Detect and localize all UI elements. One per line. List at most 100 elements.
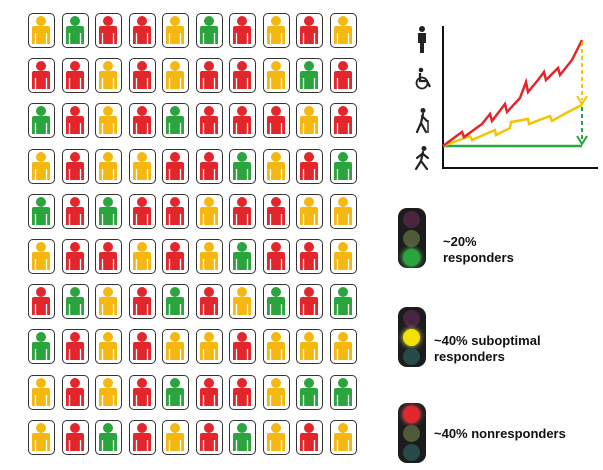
person-icon [266, 16, 285, 44]
person-tile [296, 374, 323, 410]
person-icon [233, 196, 251, 225]
person-icon [233, 16, 251, 44]
person-icon [132, 151, 151, 180]
traffic-light-responders [398, 208, 426, 268]
walking-person-icon [414, 146, 430, 171]
person-icon [300, 106, 318, 135]
person-tile [28, 103, 55, 139]
person-icon [166, 377, 184, 406]
person-icon [266, 377, 285, 406]
green-gap-arrowhead [576, 135, 588, 146]
person-tile [329, 193, 357, 229]
person-tile [128, 419, 156, 455]
person-tile [61, 329, 89, 365]
person-icon [166, 61, 184, 90]
person-icon [65, 377, 84, 406]
person-icon [99, 196, 117, 225]
person-tile [296, 239, 323, 274]
legend-line1: ~20% [443, 234, 477, 249]
person-tile [95, 239, 122, 274]
patient-grid [28, 13, 357, 455]
bulb-bottom [403, 444, 420, 461]
person-tile [95, 419, 122, 455]
person-tile [229, 148, 256, 184]
person-icon [166, 16, 184, 44]
person-tile [262, 103, 290, 139]
person-icon [233, 242, 251, 270]
person-tile [162, 374, 189, 410]
person-tile [28, 419, 55, 455]
person-tile [95, 193, 122, 229]
person-icon [65, 422, 84, 451]
person-tile [262, 419, 290, 455]
person-icon [99, 287, 117, 316]
person-tile [128, 374, 156, 410]
person-icon [233, 287, 251, 316]
person-icon [65, 106, 84, 135]
person-icon [65, 242, 84, 270]
legend-line2: responders [434, 349, 505, 364]
person-icon [99, 422, 117, 451]
person-tile [229, 193, 256, 229]
person-icon [199, 61, 218, 90]
person-tile [61, 239, 89, 274]
person-tile [296, 103, 323, 139]
person-tile [329, 103, 357, 139]
person-icon [65, 287, 84, 316]
person-icon [166, 287, 184, 316]
person-tile [28, 374, 55, 410]
person-tile [61, 13, 89, 48]
person-icon [333, 242, 352, 270]
person-tile [162, 148, 189, 184]
person-icon [199, 151, 218, 180]
person-icon [333, 196, 352, 225]
person-icon [65, 61, 84, 90]
legend-line2: responders [443, 250, 514, 265]
person-tile [28, 193, 55, 229]
person-tile [195, 419, 223, 455]
person-icon [300, 377, 318, 406]
person-tile [195, 329, 223, 365]
person-icon [166, 151, 184, 180]
person-tile [128, 284, 156, 320]
person-tile [229, 374, 256, 410]
person-tile [28, 13, 55, 48]
person-icon [132, 287, 151, 316]
person-icon [266, 196, 285, 225]
yellow-gap-arrowhead [576, 95, 588, 106]
person-icon [199, 196, 218, 225]
person-tile [195, 374, 223, 410]
person-icon [166, 332, 184, 361]
person-tile [262, 329, 290, 365]
person-icon [333, 287, 352, 316]
person-icon [32, 422, 50, 451]
person-tile [28, 58, 55, 94]
person-tile [262, 148, 290, 184]
person-icon [266, 332, 285, 361]
person-tile [28, 329, 55, 365]
person-icon [300, 16, 318, 44]
person-icon [300, 422, 318, 451]
bulb-bottom [403, 348, 420, 365]
person-icon [199, 332, 218, 361]
bulb-top [403, 211, 420, 228]
walking-cane-icon [415, 108, 429, 134]
legend-nonresponders-label: ~40% nonresponders [434, 426, 566, 442]
person-tile [195, 193, 223, 229]
person-icon [199, 242, 218, 270]
person-icon [333, 16, 352, 44]
person-icon [199, 106, 218, 135]
person-icon [233, 106, 251, 135]
person-tile [229, 284, 256, 320]
person-icon [233, 61, 251, 90]
person-icon [99, 151, 117, 180]
person-tile [296, 193, 323, 229]
person-tile [128, 329, 156, 365]
person-tile [61, 148, 89, 184]
person-tile [229, 58, 256, 94]
response-chart [414, 26, 598, 171]
person-icon [199, 287, 218, 316]
person-tile [296, 13, 323, 48]
person-tile [195, 13, 223, 48]
person-tile [195, 103, 223, 139]
